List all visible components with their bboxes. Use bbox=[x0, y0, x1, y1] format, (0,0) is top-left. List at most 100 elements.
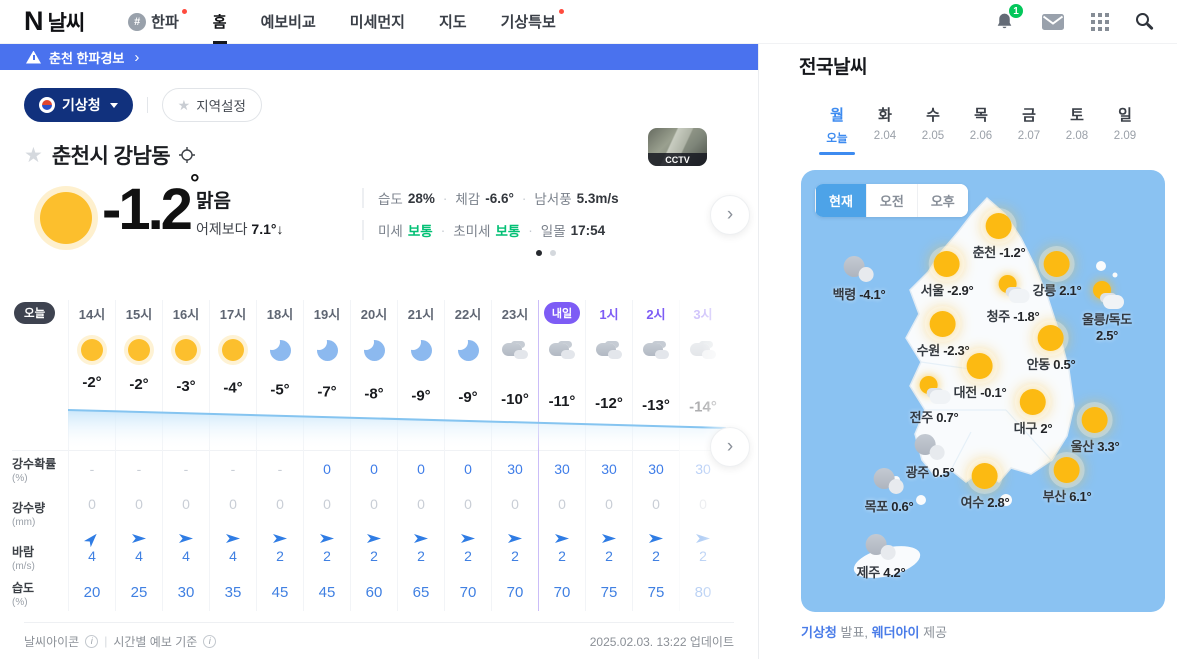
info-icon[interactable] bbox=[203, 634, 217, 648]
wind-direction-arrow-icon bbox=[414, 533, 428, 544]
row-label-name: 강수확률 bbox=[12, 456, 57, 471]
weather-icon bbox=[311, 334, 342, 365]
day-tab[interactable]: 일 2.09 bbox=[1105, 104, 1145, 155]
stat-value: 보통 bbox=[495, 224, 521, 239]
map-city[interactable]: 울산 3.3° bbox=[1071, 402, 1120, 455]
weather-stats: 습도 28% 체감 -6.6° 남서풍 5.3m/s bbox=[362, 188, 619, 240]
day-date: 2.05 bbox=[921, 130, 945, 142]
carousel-dots bbox=[536, 250, 556, 256]
map-city[interactable]: 광주 0.5° bbox=[906, 428, 955, 481]
new-badge-dot bbox=[558, 8, 564, 14]
map-time-tab[interactable]: 오후 bbox=[916, 184, 968, 217]
current-location-icon[interactable] bbox=[179, 147, 196, 163]
hourly-scroll-next-button[interactable]: › bbox=[710, 427, 750, 467]
city-temperature: 0.6° bbox=[891, 499, 914, 514]
wind-speed: 2 bbox=[652, 547, 660, 564]
weather-icon bbox=[124, 335, 154, 365]
map-city[interactable]: 안동 0.5° bbox=[1027, 320, 1076, 373]
map-city[interactable]: 청주 -1.8° bbox=[987, 272, 1040, 325]
mail-button[interactable] bbox=[1042, 13, 1064, 30]
tomorrow-badge: 내일 bbox=[543, 302, 581, 324]
stat-value: 5.3m/s bbox=[576, 190, 619, 206]
map-time-tab[interactable]: 현재 bbox=[815, 184, 866, 217]
panel-footer: 날씨아이콘 | 시간별 예보 기준 2025.02.03. 13:22 업데이트 bbox=[24, 622, 734, 659]
wind-speed: 4 bbox=[135, 547, 143, 564]
apps-grid-button[interactable] bbox=[1091, 12, 1109, 31]
day-tab[interactable]: 수 2.05 bbox=[913, 104, 953, 155]
kma-link[interactable]: 기상청 bbox=[801, 625, 837, 640]
map-city[interactable]: 서울 -2.9° bbox=[921, 246, 974, 299]
hourly-column: 23시 -10° 30 0 2 70 bbox=[491, 300, 538, 611]
star-icon: ★ bbox=[177, 96, 191, 113]
day-tab[interactable]: 금 2.07 bbox=[1009, 104, 1049, 155]
day-name: 월 bbox=[830, 107, 844, 124]
city-weather-icon bbox=[841, 250, 877, 286]
nav-item[interactable]: # 지도 bbox=[439, 0, 467, 44]
hour-label: 14시 bbox=[78, 306, 106, 322]
rain-amount: 0 bbox=[558, 496, 566, 512]
map-city[interactable]: 대구 2° bbox=[1014, 384, 1053, 437]
map-time-tab[interactable]: 오전 bbox=[865, 184, 917, 217]
favorite-star-button[interactable]: ★ bbox=[24, 143, 43, 167]
nav-item[interactable]: # 홈 bbox=[212, 0, 227, 44]
city-temperature: 0.5° bbox=[932, 465, 955, 480]
nav-item[interactable]: # 예보비교 bbox=[261, 0, 316, 44]
rain-probability: 0 bbox=[417, 460, 425, 477]
humidity-value: 80 bbox=[694, 583, 712, 601]
carousel-dot[interactable] bbox=[550, 250, 556, 256]
naver-weather-logo[interactable]: N 날씨 bbox=[24, 6, 85, 37]
humidity-value: 30 bbox=[177, 583, 195, 601]
day-date: 2.06 bbox=[969, 130, 993, 142]
nav-item[interactable]: # 기상특보 bbox=[501, 0, 564, 44]
weather-main-panel: 춘천 한파경보 › 기상청 ★ 지역설정 ★ 춘천시 강남동 CCTV -1.2… bbox=[0, 44, 758, 659]
city-weather-icon bbox=[995, 272, 1031, 308]
map-city[interactable]: 부산 6.1° bbox=[1043, 452, 1092, 505]
row-label: 강수확률 (%) bbox=[12, 451, 68, 487]
bell-icon bbox=[997, 13, 1012, 29]
search-button[interactable] bbox=[1136, 13, 1153, 30]
region-setting-button[interactable]: ★ 지역설정 bbox=[161, 88, 262, 122]
city-temperature: 2° bbox=[1040, 421, 1053, 436]
hourly-column: 16시 -3° - 0 4 30 bbox=[162, 300, 209, 611]
map-city[interactable]: 제주 4.2° bbox=[857, 528, 906, 581]
day-tab[interactable]: 목 2.06 bbox=[961, 104, 1001, 155]
map-city[interactable]: 울릉/독도 2.5° bbox=[1074, 278, 1140, 345]
map-city[interactable]: 여수 2.8° bbox=[961, 458, 1010, 511]
chevron-down-icon bbox=[109, 102, 118, 108]
carousel-dot-active[interactable] bbox=[536, 250, 542, 256]
map-city[interactable]: 대전 -0.1° bbox=[954, 348, 1007, 401]
wind-direction-arrow-icon bbox=[226, 533, 240, 544]
city-label: 목포 0.6° bbox=[865, 496, 914, 515]
day-tab[interactable]: 화 2.04 bbox=[865, 104, 905, 155]
cctv-thumbnail[interactable]: CCTV bbox=[648, 128, 707, 166]
rain-probability: - bbox=[183, 460, 189, 477]
map-city[interactable]: 수원 -2.3° bbox=[917, 306, 970, 359]
day-tab[interactable]: 월 오늘 bbox=[817, 104, 857, 155]
top-navigation-bar: N 날씨 # 한파 # 홈 # 예보비교 # 미세먼지 bbox=[0, 0, 1177, 44]
map-city[interactable]: 백령 -4.1° bbox=[833, 250, 886, 303]
map-city[interactable]: 춘천 -1.2° bbox=[973, 208, 1026, 261]
stat-value: 보통 bbox=[407, 224, 433, 239]
forecast-source-dropdown[interactable]: 기상청 bbox=[24, 88, 133, 122]
map-time-tabs: 현재 오전 오후 bbox=[815, 184, 968, 217]
nav-item[interactable]: # 한파 bbox=[128, 0, 187, 44]
city-weather-icon bbox=[1077, 402, 1113, 438]
nav-item[interactable]: # 미세먼지 bbox=[350, 0, 405, 44]
info-icon[interactable] bbox=[85, 634, 99, 648]
day-tab[interactable]: 토 2.08 bbox=[1057, 104, 1097, 155]
map-city[interactable]: 전주 0.7° bbox=[910, 373, 959, 426]
map-city[interactable]: 목포 0.6° bbox=[865, 462, 914, 515]
notification-count-badge: 1 bbox=[1008, 3, 1024, 19]
hour-label: 17시 bbox=[219, 306, 247, 322]
weatheri-link[interactable]: 웨더아이 bbox=[871, 625, 920, 640]
current-next-button[interactable]: › bbox=[710, 195, 750, 235]
notification-bell-button[interactable]: 1 bbox=[994, 3, 1024, 32]
city-label: 제주 4.2° bbox=[857, 562, 906, 581]
region-setting-label: 지역설정 bbox=[196, 99, 246, 114]
cold-wave-alert-banner[interactable]: 춘천 한파경보 › bbox=[0, 44, 758, 70]
hour-label: 23시 bbox=[501, 306, 529, 322]
day-name: 목 bbox=[974, 107, 988, 124]
city-weather-icon bbox=[871, 462, 907, 498]
wind-speed: 2 bbox=[370, 547, 378, 564]
map-city[interactable]: 강릉 2.1° bbox=[1033, 246, 1082, 299]
